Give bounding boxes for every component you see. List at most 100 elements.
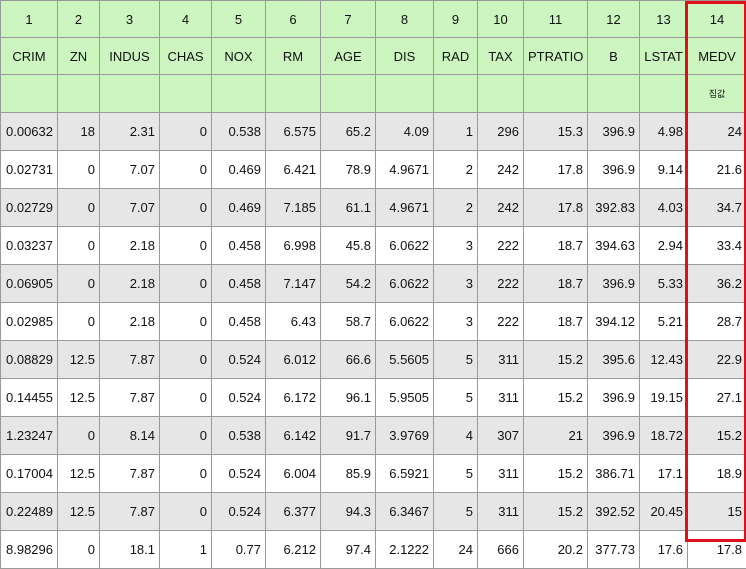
table-cell: 7.87 — [100, 341, 160, 379]
column-note-cell — [478, 75, 524, 113]
table-cell: 22.9 — [688, 341, 746, 379]
table-cell: 0 — [58, 189, 100, 227]
table-cell: 0 — [58, 303, 100, 341]
table-cell: 18.1 — [100, 531, 160, 569]
table-cell: 15.2 — [688, 417, 746, 455]
table-cell: 5.9505 — [376, 379, 434, 417]
table-cell: 3 — [434, 227, 478, 265]
table-cell: 45.8 — [321, 227, 376, 265]
column-header-zn: ZN — [58, 38, 100, 75]
table-cell: 1 — [434, 113, 478, 151]
table-cell: 4.98 — [640, 113, 688, 151]
table-cell: 19.15 — [640, 379, 688, 417]
column-number-cell: 11 — [524, 1, 588, 38]
table-cell: 0.14455 — [1, 379, 58, 417]
table-cell: 18.7 — [524, 265, 588, 303]
table-cell: 28.7 — [688, 303, 746, 341]
table-cell: 0 — [58, 417, 100, 455]
table-cell: 7.07 — [100, 189, 160, 227]
table-cell: 12.5 — [58, 341, 100, 379]
table-cell: 3.9769 — [376, 417, 434, 455]
column-note-cell — [58, 75, 100, 113]
column-number-cell: 6 — [266, 1, 321, 38]
table-cell: 15.2 — [524, 455, 588, 493]
table-cell: 7.07 — [100, 151, 160, 189]
column-header-b: B — [588, 38, 640, 75]
table-cell: 311 — [478, 379, 524, 417]
table-cell: 0.538 — [212, 417, 266, 455]
column-note-cell — [266, 75, 321, 113]
column-number-cell: 2 — [58, 1, 100, 38]
table-cell: 12.5 — [58, 379, 100, 417]
column-header-tax: TAX — [478, 38, 524, 75]
table-cell: 97.4 — [321, 531, 376, 569]
column-header-nox: NOX — [212, 38, 266, 75]
table-cell: 377.73 — [588, 531, 640, 569]
table-cell: 0.06905 — [1, 265, 58, 303]
column-header-indus: INDUS — [100, 38, 160, 75]
column-header-crim: CRIM — [1, 38, 58, 75]
table-cell: 0 — [58, 227, 100, 265]
table-cell: 65.2 — [321, 113, 376, 151]
table-cell: 4.9671 — [376, 189, 434, 227]
table-cell: 6.998 — [266, 227, 321, 265]
column-header-rad: RAD — [434, 38, 478, 75]
table-cell: 396.9 — [588, 113, 640, 151]
column-header-ptratio: PTRATIO — [524, 38, 588, 75]
table-cell: 94.3 — [321, 493, 376, 531]
table-cell: 15.2 — [524, 379, 588, 417]
table-cell: 24 — [688, 113, 746, 151]
table-cell: 21 — [524, 417, 588, 455]
table-cell: 0 — [160, 151, 212, 189]
table-cell: 21.6 — [688, 151, 746, 189]
table-cell: 18.72 — [640, 417, 688, 455]
table-cell: 12.43 — [640, 341, 688, 379]
table-cell: 2.18 — [100, 303, 160, 341]
table-cell: 0 — [160, 379, 212, 417]
table-cell: 2.31 — [100, 113, 160, 151]
table-cell: 0.17004 — [1, 455, 58, 493]
column-note-cell — [212, 75, 266, 113]
table-cell: 33.4 — [688, 227, 746, 265]
table-cell: 61.1 — [321, 189, 376, 227]
table-cell: 5 — [434, 379, 478, 417]
table-cell: 296 — [478, 113, 524, 151]
table-cell: 24 — [434, 531, 478, 569]
column-header-lstat: LSTAT — [640, 38, 688, 75]
table-cell: 0 — [160, 227, 212, 265]
table-cell: 6.3467 — [376, 493, 434, 531]
table-cell: 18.7 — [524, 227, 588, 265]
table-cell: 7.87 — [100, 379, 160, 417]
table-cell: 6.575 — [266, 113, 321, 151]
table-cell: 6.142 — [266, 417, 321, 455]
table-cell: 307 — [478, 417, 524, 455]
column-number-cell: 12 — [588, 1, 640, 38]
table-cell: 0.538 — [212, 113, 266, 151]
table-cell: 0.02729 — [1, 189, 58, 227]
column-number-cell: 13 — [640, 1, 688, 38]
table-cell: 0 — [160, 455, 212, 493]
column-header-medv: MEDV — [688, 38, 746, 75]
table-cell: 7.87 — [100, 455, 160, 493]
table-cell: 386.71 — [588, 455, 640, 493]
target-note: 집값 — [688, 75, 746, 113]
table-cell: 6.172 — [266, 379, 321, 417]
table-cell: 2.1222 — [376, 531, 434, 569]
table-cell: 18.9 — [688, 455, 746, 493]
table-cell: 18 — [58, 113, 100, 151]
table-cell: 5.21 — [640, 303, 688, 341]
table-cell: 0.458 — [212, 303, 266, 341]
table-cell: 0.524 — [212, 341, 266, 379]
table-cell: 17.8 — [688, 531, 746, 569]
table-cell: 0 — [58, 531, 100, 569]
table-cell: 0 — [58, 151, 100, 189]
table-cell: 0.02731 — [1, 151, 58, 189]
